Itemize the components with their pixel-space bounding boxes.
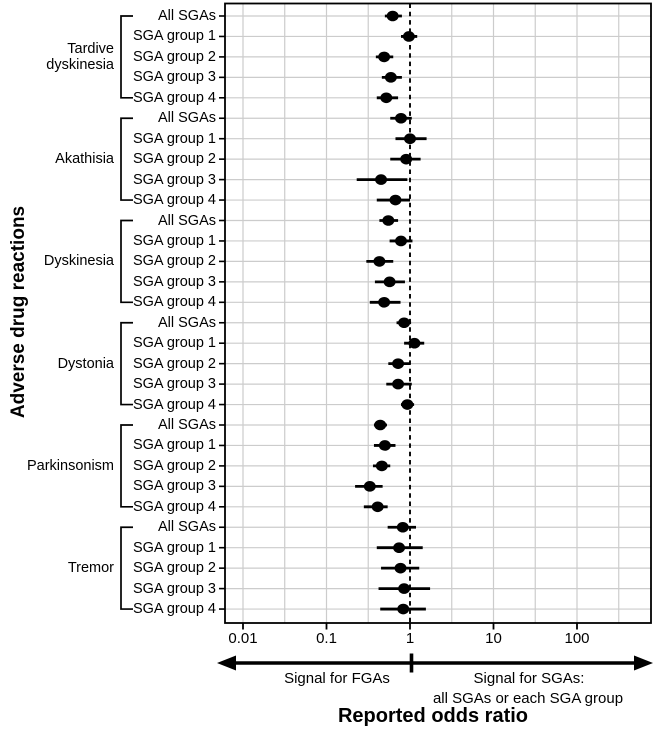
point-estimate bbox=[375, 174, 388, 185]
row-label: SGA group 3 bbox=[132, 478, 216, 495]
row-label: SGA group 1 bbox=[132, 232, 216, 249]
plot-border bbox=[224, 2, 652, 624]
arrow-right-label-line1: Signal for SGAs: bbox=[473, 670, 585, 687]
section-label: Dystonia bbox=[57, 356, 114, 372]
section-bracket bbox=[120, 526, 133, 610]
point-estimate bbox=[398, 583, 411, 594]
row-label: All SGAs bbox=[157, 212, 216, 229]
x-tick-label: 0.1 bbox=[316, 630, 337, 647]
x-tick-label: 0.01 bbox=[228, 630, 258, 647]
row-label: SGA group 4 bbox=[132, 294, 216, 311]
x-tick-label: 10 bbox=[485, 630, 502, 647]
point-estimate bbox=[400, 153, 413, 165]
section-bracket bbox=[120, 424, 133, 508]
x-axis-title: Reported odds ratio bbox=[337, 705, 529, 727]
point-estimate bbox=[386, 10, 399, 22]
row-label: SGA group 1 bbox=[132, 335, 216, 352]
point-estimate bbox=[371, 501, 384, 513]
row-label: SGA group 4 bbox=[132, 601, 216, 618]
point-estimate bbox=[394, 235, 407, 247]
point-estimate bbox=[378, 51, 391, 63]
section-label: Dyskinesia bbox=[43, 253, 114, 269]
row-label: All SGAs bbox=[157, 314, 216, 331]
row-label: SGA group 2 bbox=[132, 48, 216, 65]
row-label: SGA group 3 bbox=[132, 273, 216, 290]
point-estimate bbox=[375, 460, 388, 472]
section-label: Tardive dyskinesia bbox=[46, 41, 114, 73]
point-estimate bbox=[397, 603, 410, 615]
section-bracket bbox=[120, 15, 133, 99]
arrow-left-label: Signal for FGAs bbox=[284, 670, 390, 687]
point-estimate bbox=[398, 317, 411, 329]
row-label: SGA group 4 bbox=[132, 89, 216, 106]
point-estimate bbox=[363, 481, 376, 492]
point-estimate bbox=[394, 112, 407, 124]
point-estimate bbox=[393, 542, 406, 553]
row-label: SGA group 3 bbox=[132, 580, 216, 597]
point-estimate bbox=[378, 440, 391, 451]
point-estimate bbox=[401, 399, 414, 410]
point-estimate bbox=[383, 276, 396, 288]
row-label: All SGAs bbox=[157, 110, 216, 127]
row-label: All SGAs bbox=[157, 8, 216, 24]
point-estimate bbox=[374, 419, 387, 431]
row-label: SGA group 2 bbox=[132, 253, 216, 270]
point-estimate bbox=[380, 92, 393, 104]
row-label: SGA group 4 bbox=[132, 396, 216, 413]
row-label: SGA group 2 bbox=[132, 355, 216, 372]
row-label: SGA group 1 bbox=[132, 437, 216, 454]
point-estimate bbox=[378, 297, 391, 308]
point-estimate bbox=[408, 337, 421, 349]
point-estimate bbox=[394, 562, 407, 574]
row-label: SGA group 2 bbox=[132, 457, 216, 474]
x-tick-label: 1 bbox=[405, 630, 415, 647]
arrow-right-label-line2: all SGAs or each SGA group bbox=[432, 690, 624, 707]
row-label: SGA group 2 bbox=[132, 560, 216, 577]
point-estimate bbox=[392, 358, 405, 369]
point-estimate bbox=[373, 256, 386, 267]
point-estimate bbox=[402, 31, 415, 42]
point-estimate bbox=[404, 133, 416, 144]
row-label: SGA group 2 bbox=[132, 151, 216, 168]
point-estimate bbox=[396, 521, 409, 533]
section-bracket bbox=[120, 219, 133, 304]
row-label: All SGAs bbox=[157, 417, 216, 433]
row-label: SGA group 4 bbox=[132, 498, 216, 515]
section-bracket bbox=[120, 321, 133, 406]
y-axis-title: Adverse drug reactions bbox=[8, 205, 29, 419]
row-label: SGA group 3 bbox=[132, 171, 216, 188]
point-estimate bbox=[384, 72, 397, 83]
section-label: Akathisia bbox=[55, 151, 114, 167]
point-estimate bbox=[382, 215, 395, 226]
signal-arrow-right-head bbox=[634, 655, 653, 671]
point-estimate bbox=[389, 194, 402, 206]
row-label: SGA group 3 bbox=[132, 69, 216, 86]
section-bracket bbox=[120, 117, 133, 201]
row-label: All SGAs bbox=[157, 519, 216, 536]
row-label: SGA group 1 bbox=[132, 28, 216, 45]
section-label: Tremor bbox=[67, 560, 114, 576]
point-estimate bbox=[392, 378, 405, 390]
row-label: SGA group 1 bbox=[132, 130, 216, 147]
row-label: SGA group 1 bbox=[132, 539, 216, 556]
row-label: SGA group 3 bbox=[132, 376, 216, 393]
x-tick-label: 100 bbox=[564, 630, 590, 647]
signal-arrow-left-head bbox=[217, 655, 236, 671]
row-label: SGA group 4 bbox=[132, 192, 216, 209]
section-label: Parkinsonism bbox=[26, 458, 114, 474]
